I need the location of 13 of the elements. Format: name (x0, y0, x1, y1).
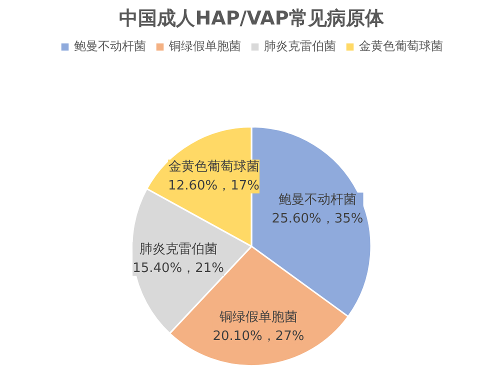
data-label: 15.40%，21% (132, 260, 224, 276)
legend-label: 肺炎克雷伯菌 (264, 38, 336, 55)
slice-label: 肺炎克雷伯菌 (139, 242, 218, 258)
legend-label: 金黄色葡萄球菌 (359, 38, 443, 55)
slice-label: 金黄色葡萄球菌 (168, 160, 260, 175)
chart-title: 中国成人HAP/VAP常见病原体 (119, 8, 385, 30)
slice-label: 鲍曼不动杆菌 (278, 192, 357, 208)
data-label: 20.10%，27% (212, 328, 304, 344)
legend-label: 铜绿假单胞菌 (169, 38, 241, 55)
data-label: 12.60%，17% (168, 178, 260, 194)
legend-label: 鲍曼不动杆菌 (74, 38, 146, 55)
data-label: 25.60%，35% (272, 211, 364, 226)
slice-label: 铜绿假单胞菌 (218, 310, 298, 326)
